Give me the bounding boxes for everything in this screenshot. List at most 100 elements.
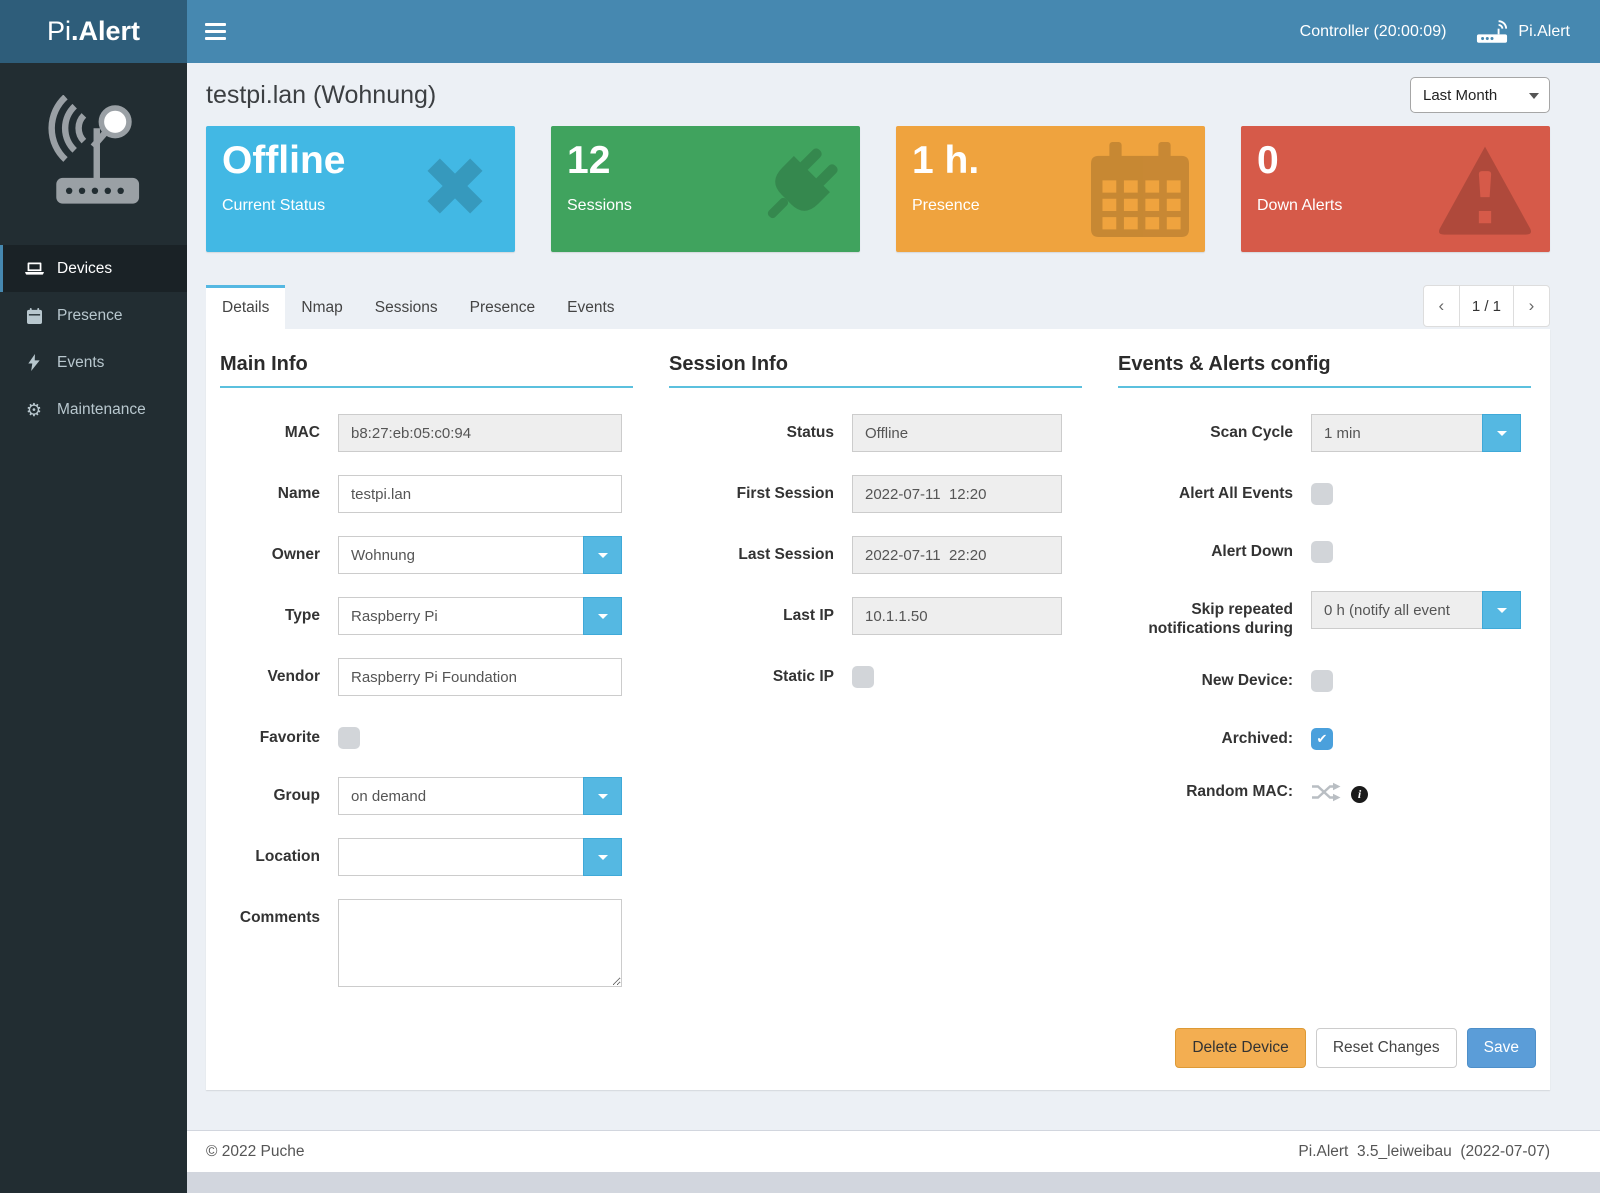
tab-presence[interactable]: Presence bbox=[469, 299, 536, 316]
random-mac-label: Random MAC: bbox=[1186, 782, 1293, 800]
alert-all-events-checkbox[interactable] bbox=[1311, 483, 1333, 505]
favorite-checkbox[interactable] bbox=[338, 727, 360, 749]
tab-nmap[interactable]: Nmap bbox=[301, 299, 343, 316]
prev-device-button[interactable]: ‹ bbox=[1422, 285, 1460, 327]
sidebar-item-devices[interactable]: Devices bbox=[0, 245, 187, 292]
name-input[interactable] bbox=[338, 475, 622, 513]
down-alerts-box-value: 0 bbox=[1257, 139, 1279, 182]
chevron-down-icon bbox=[1496, 607, 1507, 613]
section-title: Main Info bbox=[220, 347, 633, 388]
sidebar-item-events[interactable]: Events bbox=[0, 339, 187, 386]
sessions-box[interactable]: 12 Sessions bbox=[551, 126, 860, 252]
sidebar-toggle-button[interactable] bbox=[187, 0, 243, 63]
main-info-section: Main Info MAC Name Owner bbox=[220, 347, 633, 1010]
details-panel: Main Info MAC Name Owner bbox=[206, 329, 1550, 1090]
comments-label: Comments bbox=[239, 909, 320, 926]
chevron-down-icon bbox=[597, 793, 608, 799]
new-device-checkbox[interactable] bbox=[1311, 669, 1333, 692]
mac-input[interactable] bbox=[338, 414, 622, 452]
device-tabs: Details Nmap Sessions Presence Events bbox=[206, 285, 631, 329]
archived-checkbox[interactable] bbox=[1311, 727, 1333, 750]
bottom-strip bbox=[187, 1172, 1600, 1193]
router-logo bbox=[0, 63, 187, 245]
tab-details[interactable]: Details bbox=[206, 285, 286, 329]
controller-link[interactable]: Controller (20:00:09) bbox=[1300, 23, 1447, 41]
last-session-input[interactable] bbox=[852, 536, 1062, 574]
chevron-down-icon bbox=[597, 552, 608, 558]
brand-logo[interactable]: Pi .Alert bbox=[0, 0, 187, 63]
reset-changes-button[interactable]: Reset Changes bbox=[1315, 1028, 1457, 1068]
alert-down-checkbox[interactable] bbox=[1311, 541, 1333, 563]
last-session-label: Last Session bbox=[738, 546, 834, 563]
vendor-input[interactable] bbox=[338, 658, 622, 696]
field-alert-down: Alert Down bbox=[1118, 533, 1531, 568]
navbar: Controller (20:00:09) bbox=[187, 0, 1600, 63]
type-dropdown-button[interactable] bbox=[583, 597, 622, 635]
field-owner: Owner bbox=[220, 536, 633, 574]
first-session-label: First Session bbox=[736, 485, 834, 502]
device-pager: ‹ 1 / 1 › bbox=[1422, 285, 1550, 327]
hamburger-icon bbox=[204, 23, 226, 26]
down-alerts-box-label: Down Alerts bbox=[1257, 196, 1343, 214]
period-select[interactable]: Last Month bbox=[1410, 77, 1550, 113]
top-bar: Pi .Alert Controller (20:00:09) bbox=[0, 0, 1600, 63]
down-alerts-box[interactable]: 0 Down Alerts bbox=[1241, 126, 1550, 252]
owner-dropdown-button[interactable] bbox=[583, 536, 622, 574]
field-static-ip: Static IP bbox=[669, 658, 1082, 693]
name-label: Name bbox=[277, 485, 320, 502]
mac-label: MAC bbox=[284, 424, 320, 441]
skip-notifications-input[interactable] bbox=[1311, 591, 1482, 629]
last-ip-input[interactable] bbox=[852, 597, 1062, 635]
scan-cycle-label: Scan Cycle bbox=[1210, 424, 1293, 441]
tab-events[interactable]: Events bbox=[567, 299, 615, 316]
sessions-box-label: Sessions bbox=[567, 196, 632, 214]
delete-device-button[interactable]: Delete Device bbox=[1175, 1028, 1306, 1068]
events-alerts-section: Events & Alerts config Scan Cycle Alert … bbox=[1118, 347, 1531, 1010]
field-first-session: First Session bbox=[669, 475, 1082, 513]
sidebar-item-label: Devices bbox=[57, 259, 113, 277]
calendar-icon bbox=[23, 307, 45, 324]
owner-input[interactable] bbox=[338, 536, 583, 574]
chevron-down-icon bbox=[597, 854, 608, 860]
footer-version: Pi.Alert 3.5_leiweibau (2022-07-07) bbox=[1298, 1142, 1550, 1160]
sidebar-item-presence[interactable]: Presence bbox=[0, 292, 187, 339]
status-input[interactable] bbox=[852, 414, 1062, 452]
brand-prefix: Pi bbox=[46, 16, 71, 46]
first-session-input[interactable] bbox=[852, 475, 1062, 513]
sidebar-item-maintenance[interactable]: Maintenance bbox=[0, 386, 187, 433]
presence-box[interactable]: 1 h. Presence bbox=[896, 126, 1205, 252]
location-dropdown-button[interactable] bbox=[583, 838, 622, 876]
field-new-device: New Device: bbox=[1118, 662, 1531, 697]
type-input[interactable] bbox=[338, 597, 583, 635]
footer: © 2022 Puche Pi.Alert 3.5_leiweibau (202… bbox=[187, 1130, 1600, 1172]
info-icon[interactable] bbox=[1351, 785, 1368, 803]
group-input[interactable] bbox=[338, 777, 583, 815]
field-favorite: Favorite bbox=[220, 719, 633, 754]
gear-icon bbox=[23, 401, 45, 419]
next-device-button[interactable]: › bbox=[1513, 285, 1550, 327]
sidebar-item-label: Events bbox=[57, 353, 105, 371]
owner-label: Owner bbox=[271, 546, 320, 563]
hamburger-icon bbox=[204, 30, 226, 33]
scan-cycle-input[interactable] bbox=[1311, 414, 1482, 452]
status-box[interactable]: Offline Current Status bbox=[206, 126, 515, 252]
brand-bold: .Alert bbox=[70, 16, 141, 46]
section-title: Session Info bbox=[669, 347, 1082, 388]
warning-icon bbox=[1436, 142, 1534, 237]
static-ip-checkbox[interactable] bbox=[852, 666, 874, 688]
app-link[interactable]: Pi.Alert bbox=[1476, 19, 1570, 44]
new-device-label: New Device: bbox=[1201, 671, 1293, 689]
scan-cycle-dropdown-button[interactable] bbox=[1482, 414, 1521, 452]
comments-textarea[interactable] bbox=[338, 899, 622, 987]
group-dropdown-button[interactable] bbox=[583, 777, 622, 815]
vendor-label: Vendor bbox=[267, 668, 320, 685]
tab-sessions[interactable]: Sessions bbox=[374, 299, 438, 316]
tabs-row: Details Nmap Sessions Presence Events ‹ … bbox=[206, 285, 1550, 329]
save-button[interactable]: Save bbox=[1466, 1028, 1536, 1068]
skip-notifications-dropdown-button[interactable] bbox=[1482, 591, 1521, 629]
alert-down-label: Alert Down bbox=[1211, 543, 1293, 560]
field-scan-cycle: Scan Cycle bbox=[1118, 414, 1531, 452]
location-input[interactable] bbox=[338, 838, 583, 876]
static-ip-label: Static IP bbox=[772, 668, 834, 685]
x-icon bbox=[411, 142, 499, 230]
